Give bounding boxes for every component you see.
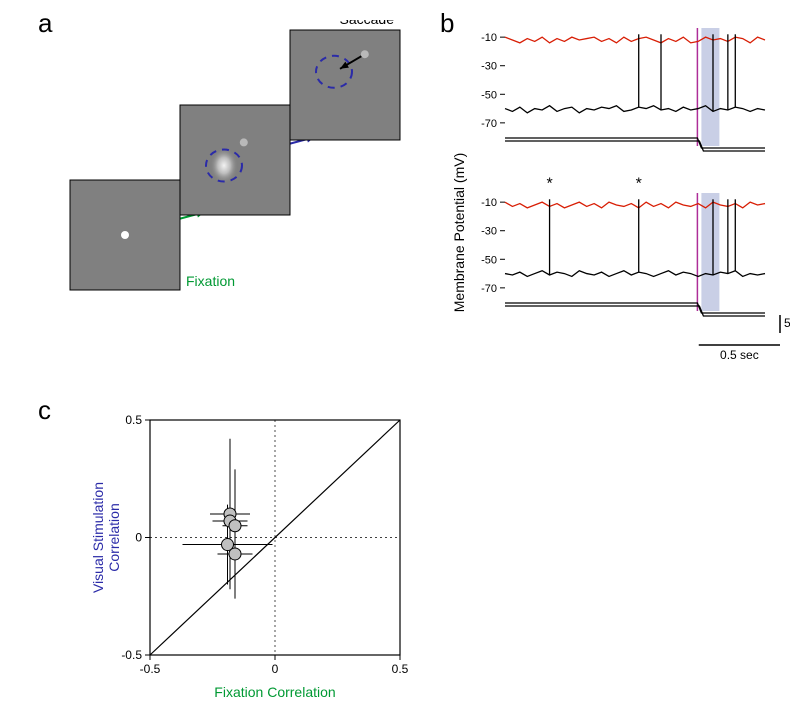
panel-b-traces: -10 -30 -50 -70 * -10 -30 -50 -70 * * Membrane Pote… [450, 20, 790, 380]
svg-text:0: 0 [135, 531, 142, 545]
svg-text:-70: -70 [481, 118, 497, 130]
svg-text:*: * [636, 20, 642, 28]
panel-a-diagram: FixationTargetAppearsSaccade [60, 20, 430, 300]
svg-text:-30: -30 [481, 61, 497, 73]
panel-c-label: c [38, 395, 51, 426]
svg-text:-10: -10 [481, 32, 497, 44]
svg-text:5°: 5° [784, 316, 790, 330]
svg-text:*: * [636, 176, 642, 193]
svg-text:Fixation: Fixation [186, 273, 235, 289]
svg-text:0: 0 [272, 662, 279, 676]
svg-text:-50: -50 [481, 254, 497, 266]
panel-a-label: a [38, 8, 52, 39]
svg-text:0.5: 0.5 [392, 662, 409, 676]
svg-text:-50: -50 [481, 89, 497, 101]
svg-text:-0.5: -0.5 [121, 648, 142, 662]
svg-text:-70: -70 [481, 283, 497, 295]
svg-text:Membrane Potential (mV): Membrane Potential (mV) [451, 153, 467, 313]
svg-text:0.5 sec: 0.5 sec [720, 348, 759, 362]
svg-text:Fixation Correlation: Fixation Correlation [214, 684, 335, 700]
svg-text:*: * [546, 176, 552, 193]
svg-text:-10: -10 [481, 197, 497, 209]
svg-text:-30: -30 [481, 226, 497, 238]
svg-text:Correlation: Correlation [106, 503, 122, 571]
svg-text:Visual Stimulation: Visual Stimulation [90, 482, 106, 593]
panel-c-scatter: -0.5-0.5 0 0 0.5 0.5 Fixation Correlation Visu… [85, 405, 415, 705]
svg-text:Saccade: Saccade [340, 20, 395, 27]
svg-text:-0.5: -0.5 [140, 662, 161, 676]
svg-text:0.5: 0.5 [125, 413, 142, 427]
